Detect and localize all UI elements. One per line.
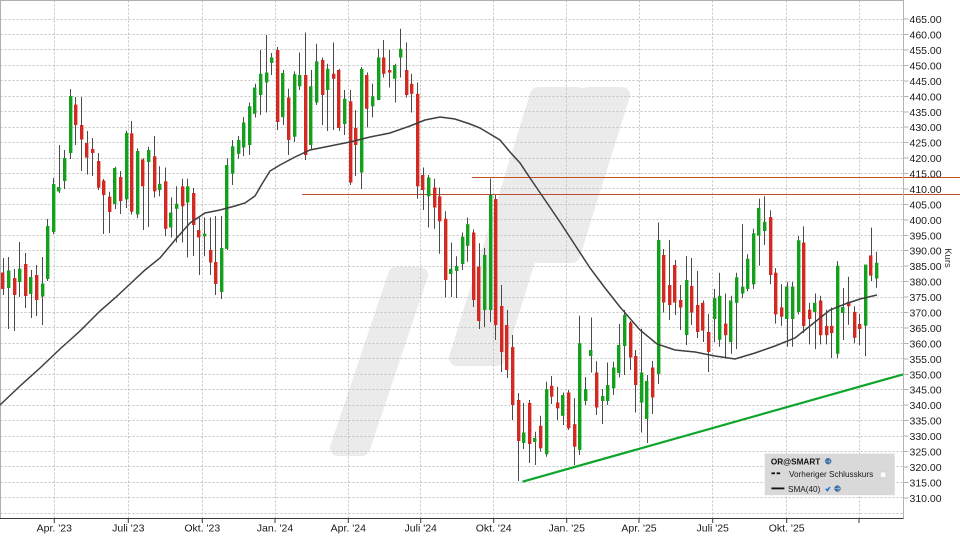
svg-text:Apr. '23: Apr. '23 [37, 523, 72, 535]
svg-text:385.00: 385.00 [910, 261, 942, 273]
svg-text:310.00: 310.00 [910, 493, 942, 505]
svg-text:415.00: 415.00 [910, 169, 942, 181]
svg-text:345.00: 345.00 [910, 385, 942, 397]
svg-text:315.00: 315.00 [910, 477, 942, 489]
svg-text:Juli '24: Juli '24 [405, 523, 438, 535]
svg-text:Okt. '24: Okt. '24 [476, 523, 512, 535]
svg-text:Kurs: Kurs [942, 248, 953, 268]
svg-text:Okt. '23: Okt. '23 [184, 523, 220, 535]
svg-text:Juli '23: Juli '23 [112, 523, 145, 535]
svg-text:410.00: 410.00 [910, 184, 942, 196]
svg-text:Juli '25: Juli '25 [697, 523, 730, 535]
svg-text:400.00: 400.00 [910, 215, 942, 227]
svg-text:Okt. '25: Okt. '25 [769, 523, 805, 535]
svg-text:465.00: 465.00 [910, 14, 942, 26]
svg-text:450.00: 450.00 [910, 60, 942, 72]
svg-text:375.00: 375.00 [910, 292, 942, 304]
svg-text:340.00: 340.00 [910, 400, 942, 412]
svg-text:405.00: 405.00 [910, 199, 942, 211]
svg-text:430.00: 430.00 [910, 122, 942, 134]
svg-text:440.00: 440.00 [910, 91, 942, 103]
svg-text:Vorheriger Schlusskurs: Vorheriger Schlusskurs [789, 470, 873, 479]
svg-text:Apr. '25: Apr. '25 [621, 523, 656, 535]
svg-text:390.00: 390.00 [910, 246, 942, 258]
svg-text:SMA(40): SMA(40) [788, 485, 821, 494]
svg-text:395.00: 395.00 [910, 230, 942, 242]
svg-text:Jan. '25: Jan. '25 [548, 523, 585, 535]
svg-text:365.00: 365.00 [910, 323, 942, 335]
svg-text:350.00: 350.00 [910, 369, 942, 381]
svg-text:420.00: 420.00 [910, 153, 942, 165]
svg-text:Apr. '24: Apr. '24 [331, 523, 366, 535]
svg-text:370.00: 370.00 [910, 308, 942, 320]
svg-text:320.00: 320.00 [910, 462, 942, 474]
svg-text:355.00: 355.00 [910, 354, 942, 366]
svg-text:325.00: 325.00 [910, 447, 942, 459]
svg-text:OR@SMART: OR@SMART [771, 458, 820, 467]
svg-text:460.00: 460.00 [910, 30, 942, 42]
svg-text:330.00: 330.00 [910, 431, 942, 443]
svg-text:425.00: 425.00 [910, 138, 942, 150]
svg-text:455.00: 455.00 [910, 45, 942, 57]
svg-text:435.00: 435.00 [910, 107, 942, 119]
svg-text:Jan. '24: Jan. '24 [257, 523, 294, 535]
svg-text:445.00: 445.00 [910, 76, 942, 88]
svg-text:360.00: 360.00 [910, 338, 942, 350]
svg-text:335.00: 335.00 [910, 416, 942, 428]
svg-text:380.00: 380.00 [910, 277, 942, 289]
